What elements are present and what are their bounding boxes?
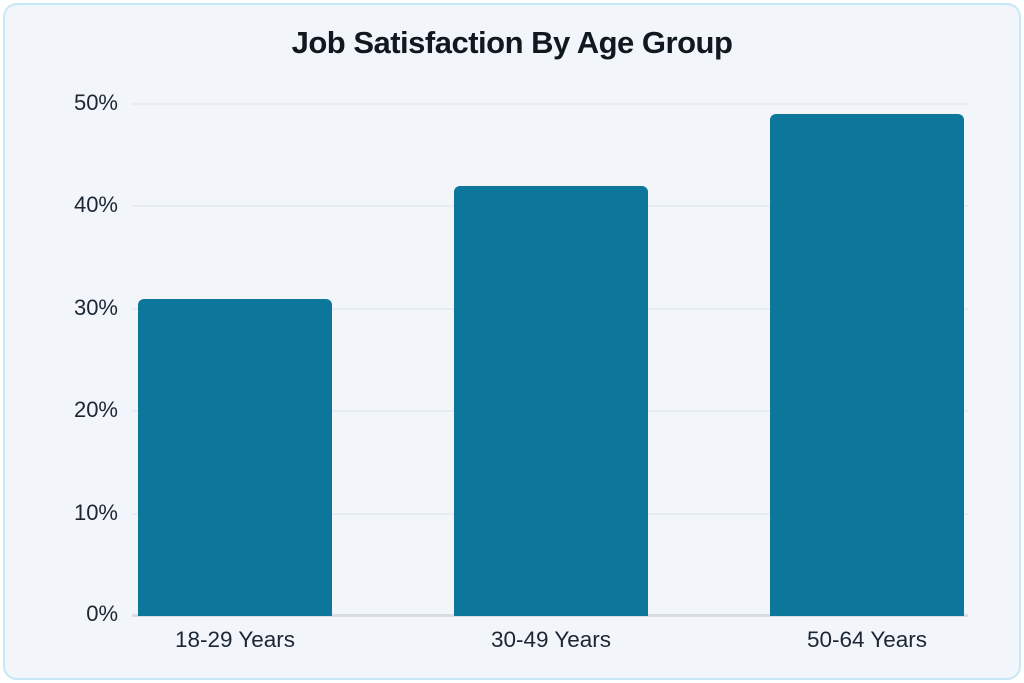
bar-30-49-years xyxy=(454,186,648,616)
x-axis-label: 50-64 Years xyxy=(806,627,928,652)
y-axis-tick-label: 10% xyxy=(73,499,118,525)
y-axis-tick-label: 50% xyxy=(73,90,118,115)
x-axis-label: 30-49 Years xyxy=(490,627,612,652)
bar-18-29-years xyxy=(138,299,332,616)
gridline: 50% xyxy=(74,90,968,115)
x-axis-label: 18-29 Years xyxy=(174,627,296,652)
chart-card: Job Satisfaction By Age Group 0% 10% 20% 30… xyxy=(3,3,1021,680)
y-axis-tick-label: 20% xyxy=(73,397,118,423)
bar-50-64-years xyxy=(770,114,964,616)
y-axis-tick-label: 30% xyxy=(73,294,118,320)
plot-area: 0% 10% 20% 30% 40% 50% 18-29 Years 30-49 Years 5… xyxy=(74,90,968,652)
chart-title: Job Satisfaction By Age Group xyxy=(291,25,733,60)
y-axis-tick-label: 0% xyxy=(86,601,118,626)
y-axis-tick-label: 40% xyxy=(73,192,118,218)
